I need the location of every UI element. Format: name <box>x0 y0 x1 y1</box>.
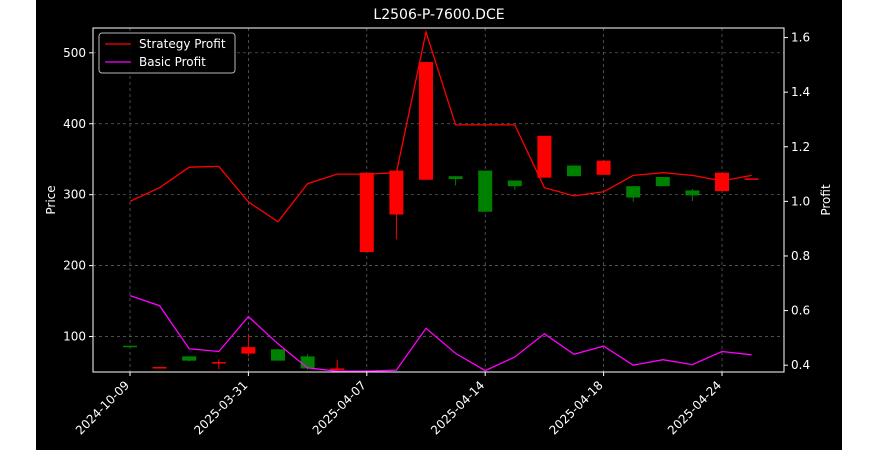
candle-body <box>211 362 226 364</box>
candle-body <box>182 356 197 361</box>
right-axis-label: Profit <box>819 184 833 216</box>
right-y-axis: 0.4 0.6 0.8 1.0 1.2 1.4 1.6 <box>784 31 810 372</box>
candle-body <box>241 347 256 354</box>
left-axis-tick-label: 300 <box>63 188 86 202</box>
right-axis-tick-label: 1.6 <box>791 31 810 45</box>
right-axis-tick-label: 0.8 <box>791 249 810 263</box>
right-axis-tick-label: 1.4 <box>791 85 810 99</box>
candle-body <box>419 62 433 180</box>
candle-body <box>507 180 522 187</box>
left-axis-tick-label: 100 <box>63 330 86 344</box>
candle-body <box>537 135 552 178</box>
left-axis-label: Price <box>44 185 58 214</box>
candle-body <box>123 345 137 348</box>
plot-area-frame <box>92 27 785 373</box>
right-axis-tick-label: 1.0 <box>791 194 810 208</box>
profit-lines <box>129 29 752 372</box>
right-axis-tick-label: 1.2 <box>791 140 810 154</box>
legend-box <box>98 32 236 74</box>
chart-background <box>36 0 842 450</box>
right-axis-tick-label: 0.6 <box>791 304 810 318</box>
candle-body <box>626 186 641 198</box>
candle-body <box>448 176 463 180</box>
candle-body <box>715 172 729 192</box>
series-line-basic-profit <box>129 294 752 372</box>
candle-body <box>685 190 700 196</box>
left-axis-tick-label: 200 <box>63 259 86 273</box>
candle-body <box>330 368 345 370</box>
chart-title: L2506-P-7600.DCE <box>373 7 504 23</box>
candle-body <box>744 178 759 180</box>
candle-body <box>478 170 493 212</box>
candle-body <box>389 170 404 215</box>
legend-label-basic-profit: Basic Profit <box>139 55 206 69</box>
right-axis-tick-label: 0.4 <box>791 358 810 372</box>
candle-body <box>152 367 167 369</box>
left-axis-tick-label: 500 <box>63 46 86 60</box>
candle-body <box>300 356 315 369</box>
candle-body <box>596 160 611 175</box>
series-line-strategy-profit <box>129 29 752 223</box>
candle-body <box>359 172 374 253</box>
candle-body <box>271 349 285 361</box>
legend: Strategy Profit Basic Profit <box>98 32 236 74</box>
candle-body <box>567 165 581 177</box>
candle-body <box>655 176 670 187</box>
legend-label-strategy-profit: Strategy Profit <box>139 37 226 51</box>
candles <box>123 62 759 372</box>
left-axis-tick-label: 400 <box>63 117 86 131</box>
left-y-axis: 100 200 300 400 500 <box>63 46 93 344</box>
